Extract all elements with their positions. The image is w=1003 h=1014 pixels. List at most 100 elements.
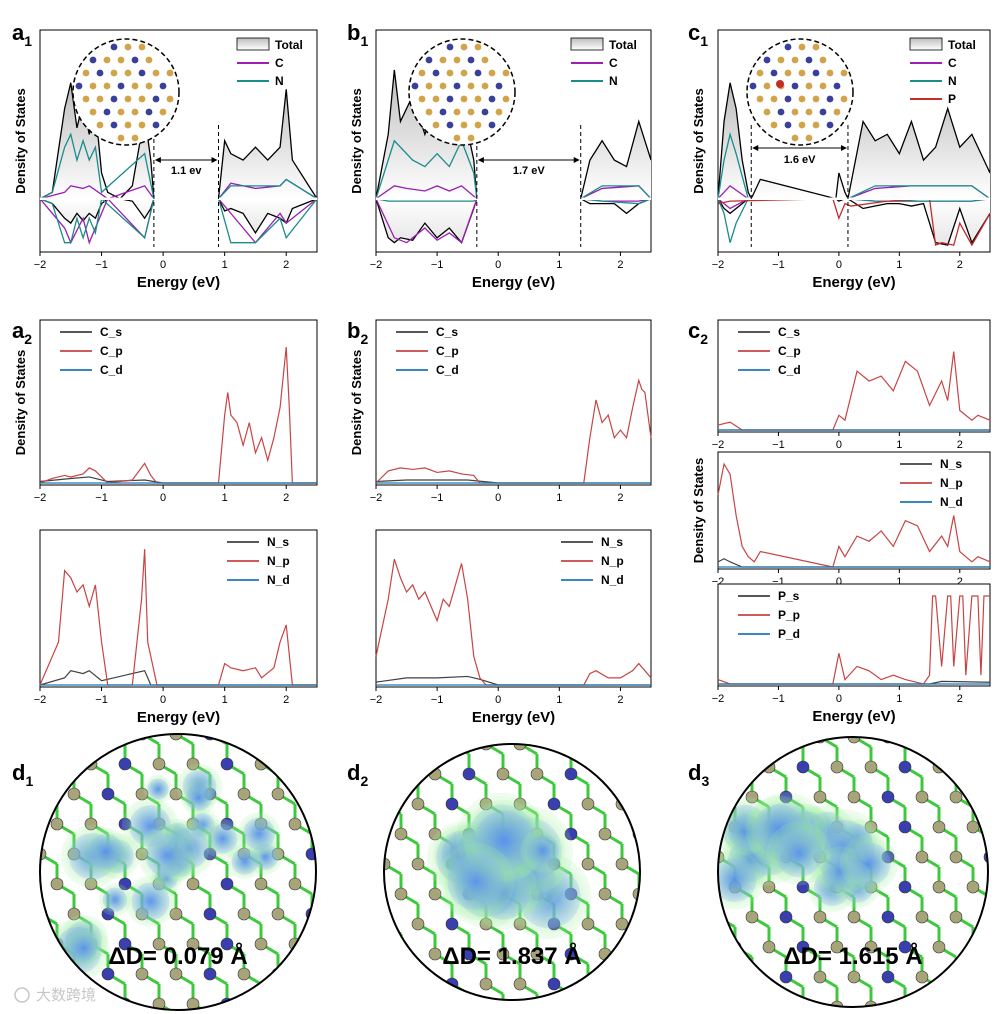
atom-c1-8 xyxy=(756,69,764,77)
x-tick-label-c2_mid-4: 2 xyxy=(957,576,963,588)
atom-d1-154 xyxy=(513,977,527,991)
atom-d2-6 xyxy=(779,737,793,744)
atom-a1-13 xyxy=(152,69,160,77)
atom-c1-23 xyxy=(770,95,778,103)
atom-d0-18 xyxy=(305,734,316,741)
atom-d2-114 xyxy=(779,910,793,924)
atom-a1-38 xyxy=(138,121,146,129)
atom-a1-24 xyxy=(110,95,118,103)
charge-density-circle-3 xyxy=(717,736,989,1008)
atom-d0-122 xyxy=(237,907,251,921)
bond-0-4 xyxy=(107,734,126,746)
charge-blue-2-10 xyxy=(718,857,757,903)
atom-d2-38 xyxy=(718,790,725,804)
atom-d1-126 xyxy=(650,918,662,930)
atom-d1-166 xyxy=(429,1008,441,1014)
atom-b1-16 xyxy=(425,82,433,90)
series-fill-up-c1-0 xyxy=(718,82,990,199)
bond-1-12 xyxy=(587,744,606,756)
atom-a1-34 xyxy=(159,108,167,116)
x-axis-label-a2_bottom: Energy (eV) xyxy=(137,709,220,726)
bond-0-164 xyxy=(90,1002,109,1010)
atom-d2-26 xyxy=(830,760,844,774)
atom-d2-130 xyxy=(762,940,776,954)
y-axis-label-b2_top: Density of States xyxy=(349,350,364,455)
atom-c1-31 xyxy=(791,108,799,116)
panel-label-b1: b1 xyxy=(347,20,368,49)
x-tick-label-a2_top-0: −2 xyxy=(34,492,47,504)
x-tick-label-a1-3: 1 xyxy=(222,259,228,271)
series-up-a1-2 xyxy=(39,132,318,200)
panel-label-c2: c2 xyxy=(688,318,708,347)
x-tick-label-c1-2: 0 xyxy=(836,259,842,271)
bond-1-140 xyxy=(638,952,640,966)
atom-d1-38 xyxy=(384,797,391,811)
atom-d1-158 xyxy=(581,977,595,991)
plot-frame-a2_top xyxy=(39,319,318,486)
atom-d1-32 xyxy=(598,767,612,781)
atom-a1-5 xyxy=(117,56,125,64)
atom-d2-132 xyxy=(796,940,810,954)
atom-d1-168 xyxy=(463,1008,475,1014)
legend-label-b2_bottom-2: N_d xyxy=(601,573,624,587)
bond-2-162 xyxy=(734,1005,753,1007)
atom-d2-176 xyxy=(932,1000,946,1007)
atom-b1-26 xyxy=(474,95,482,103)
x-tick-label-b2_top-1: −1 xyxy=(431,492,444,504)
atom-c1-41 xyxy=(805,134,813,142)
atom-d1-30 xyxy=(564,767,578,781)
bond-2-14 xyxy=(955,737,974,749)
delta-d-label-2: ΔD= 1.837 Å xyxy=(442,942,581,970)
atom-a1-10 xyxy=(110,69,118,77)
series-a2_bottom-1 xyxy=(39,549,317,686)
legend-label-c2_mid-2: N_d xyxy=(940,495,963,509)
legend-label-b2_bottom-1: N_p xyxy=(601,554,624,568)
bond-0-12 xyxy=(243,734,262,746)
atom-a1-15 xyxy=(75,82,83,90)
x-tick-label-c2_top-1: −1 xyxy=(772,439,785,451)
structure-inset-b1 xyxy=(408,38,516,146)
bond-1-104 xyxy=(638,892,640,906)
atom-a1-30 xyxy=(103,108,111,116)
atom-b1-37 xyxy=(460,121,468,129)
atom-d2-28 xyxy=(864,760,878,774)
atom-d0-54 xyxy=(305,787,316,801)
atom-d0-100 xyxy=(186,877,200,891)
atom-d1-110 xyxy=(384,917,391,931)
atom-c1-7 xyxy=(819,56,827,64)
bond-0-18 xyxy=(56,762,75,776)
watermark-text: 大数跨境 xyxy=(36,986,96,1004)
chart-c1: 1.6 eV Total CNP −2 −1 0 1 2 Energy (eV) Density … xyxy=(691,29,991,291)
atom-d1-36 xyxy=(667,768,679,780)
x-tick-label-b2_bottom-3: 1 xyxy=(556,694,562,706)
atom-d0-132 xyxy=(118,937,132,951)
bond-2-0 xyxy=(718,737,736,749)
bond-1-18 xyxy=(400,772,419,786)
atom-d0-104 xyxy=(254,877,268,891)
atom-c1-29 xyxy=(763,108,771,116)
x-tick-label-a2_top-3: 1 xyxy=(222,492,228,504)
chart-a1: 1.1 ev Total CN −2 −1 0 1 2 Energy (eV) Density o… xyxy=(13,29,318,291)
atom-d1-174 xyxy=(565,1008,577,1014)
legend-label-c2_bottom-2: P_d xyxy=(778,627,800,641)
atom-d1-68 xyxy=(598,827,612,841)
atom-c1-26 xyxy=(812,95,820,103)
gap-arrowhead-left-a1 xyxy=(154,157,161,163)
panel-label-a2: a2 xyxy=(12,318,32,347)
atom-d2-86 xyxy=(915,850,929,864)
series-c2_top-1 xyxy=(717,351,991,431)
atom-d1-14 xyxy=(581,744,595,751)
atom-b1-14 xyxy=(502,69,510,77)
atom-d0-144 xyxy=(323,938,335,950)
atom-d0-20 xyxy=(50,757,64,771)
bond-2-146 xyxy=(751,975,770,989)
legend-label-a1-2: N xyxy=(275,74,284,88)
atom-d0-34 xyxy=(288,757,302,771)
legend-label-c2_mid-1: N_p xyxy=(940,476,963,490)
atom-d1-160 xyxy=(615,977,629,991)
bond-2-144 xyxy=(718,975,736,989)
atom-b1-17 xyxy=(439,82,447,90)
